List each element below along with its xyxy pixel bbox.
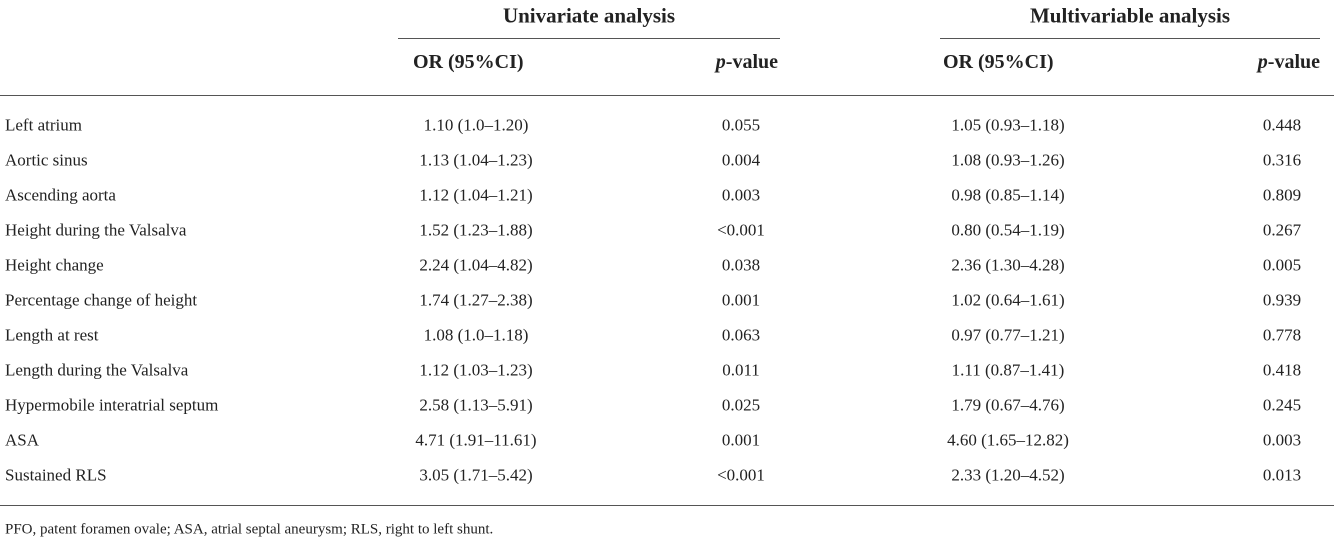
cell-value: 0.063	[721, 325, 761, 345]
cell-value: 0.939	[1262, 290, 1302, 310]
cell-value: 0.97 (0.77–1.21)	[951, 325, 1065, 345]
cell-value: <0.001	[717, 220, 765, 240]
header-text: OR (95%CI)	[413, 51, 524, 73]
row-label: Height during the Valsalva	[5, 220, 187, 240]
cell-value: 0.055	[721, 115, 761, 135]
cell-value: 4.71 (1.91–11.61)	[415, 430, 537, 450]
group-rule	[940, 38, 1320, 39]
column-header: p-value	[1258, 52, 1320, 72]
column-header: OR (95%CI)	[413, 52, 524, 72]
cell-value: 1.74 (1.27–2.38)	[419, 290, 533, 310]
cell-value: 0.005	[1262, 255, 1302, 275]
cell-value: 1.13 (1.04–1.23)	[419, 150, 533, 170]
cell-value: 0.448	[1262, 115, 1302, 135]
cell-value: 1.05 (0.93–1.18)	[951, 115, 1065, 135]
cell-value: 1.52 (1.23–1.88)	[419, 220, 533, 240]
cell-value: 0.001	[721, 430, 761, 450]
cell-value: 0.001	[721, 290, 761, 310]
cell-value: 0.003	[721, 185, 761, 205]
cell-value: <0.001	[717, 465, 765, 485]
cell-value: 2.36 (1.30–4.28)	[951, 255, 1065, 275]
header-rule	[0, 95, 1334, 96]
header-text: p	[1257, 51, 1268, 73]
cell-value: 0.316	[1262, 150, 1302, 170]
header-text: -value	[1267, 51, 1320, 73]
cell-value: 1.08 (1.0–1.18)	[423, 325, 529, 345]
cell-value: 1.02 (0.64–1.61)	[951, 290, 1065, 310]
cell-value: 0.267	[1262, 220, 1302, 240]
row-label: Left atrium	[5, 115, 82, 135]
cell-value: 0.013	[1262, 465, 1302, 485]
cell-value: 0.003	[1262, 430, 1302, 450]
header-text: OR (95%CI)	[943, 51, 1054, 73]
bottom-rule	[0, 505, 1334, 506]
cell-value: 3.05 (1.71–5.42)	[419, 465, 533, 485]
cell-value: 0.038	[721, 255, 761, 275]
column-header: OR (95%CI)	[943, 52, 1054, 72]
row-label: Percentage change of height	[5, 290, 198, 310]
cell-value: 0.011	[722, 360, 760, 380]
footnote: PFO, patent foramen ovale; ASA, atrial s…	[5, 521, 494, 538]
cell-value: 1.12 (1.03–1.23)	[419, 360, 533, 380]
row-label: Height change	[5, 255, 104, 275]
cell-value: 0.004	[721, 150, 761, 170]
row-label: Ascending aorta	[5, 185, 116, 205]
cell-value: 0.245	[1262, 395, 1302, 415]
group-header: Univariate analysis	[502, 3, 676, 28]
group-rule	[398, 38, 780, 39]
row-label: Hypermobile interatrial septum	[5, 395, 219, 415]
header-text: -value	[725, 51, 778, 73]
cell-value: 2.24 (1.04–4.82)	[419, 255, 533, 275]
cell-value: 1.11 (0.87–1.41)	[951, 360, 1065, 380]
group-header: Multivariable analysis	[1029, 3, 1231, 28]
row-label: Sustained RLS	[5, 465, 107, 485]
cell-value: 1.10 (1.0–1.20)	[423, 115, 529, 135]
cell-value: 0.809	[1262, 185, 1302, 205]
cell-value: 0.778	[1262, 325, 1302, 345]
row-label: Length during the Valsalva	[5, 360, 189, 380]
cell-value: 2.33 (1.20–4.52)	[951, 465, 1065, 485]
cell-value: 4.60 (1.65–12.82)	[947, 430, 1069, 450]
row-label: ASA	[5, 430, 40, 450]
cell-value: 0.418	[1262, 360, 1302, 380]
cell-value: 1.08 (0.93–1.26)	[951, 150, 1065, 170]
cell-value: 2.58 (1.13–5.91)	[419, 395, 533, 415]
cell-value: 0.98 (0.85–1.14)	[951, 185, 1065, 205]
column-header: p-value	[716, 52, 778, 72]
cell-value: 0.80 (0.54–1.19)	[951, 220, 1065, 240]
row-label: Length at rest	[5, 325, 99, 345]
header-text: p	[715, 51, 726, 73]
row-label: Aortic sinus	[5, 150, 88, 170]
cell-value: 1.12 (1.04–1.21)	[419, 185, 533, 205]
cell-value: 0.025	[721, 395, 761, 415]
cell-value: 1.79 (0.67–4.76)	[951, 395, 1065, 415]
